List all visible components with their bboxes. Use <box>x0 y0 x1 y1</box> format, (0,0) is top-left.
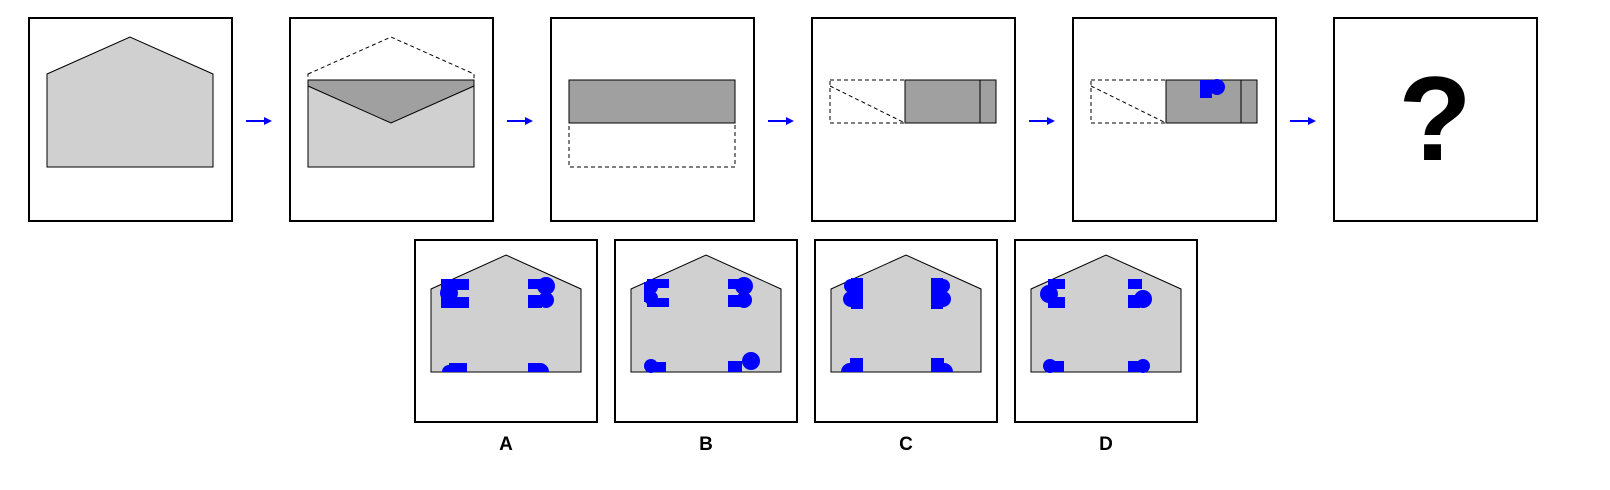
arrow-2 <box>507 117 533 125</box>
option-d-label[interactable]: D <box>1099 434 1113 455</box>
hole-top-left <box>440 279 469 308</box>
hole-top-left <box>843 278 863 309</box>
hole-top-right <box>728 277 753 308</box>
hole-top-right <box>528 277 555 308</box>
step-1-panel <box>28 17 233 222</box>
option-b[interactable] <box>614 239 798 423</box>
step-5-panel <box>1072 17 1277 222</box>
folded-strip <box>568 79 736 124</box>
arrow-5 <box>1290 117 1316 125</box>
hole-bottom-left <box>1043 359 1064 373</box>
option-c[interactable] <box>814 239 998 423</box>
arrow-3 <box>768 117 794 125</box>
arrow-1 <box>246 117 272 125</box>
original-roof-outline <box>307 36 475 81</box>
question-mark: ? <box>1398 52 1471 186</box>
original-left-outline <box>1090 79 1167 124</box>
hole-bottom-left <box>442 363 467 372</box>
hole-top-right <box>1128 279 1152 308</box>
folded-block <box>904 79 997 124</box>
option-a-label[interactable]: A <box>499 434 513 455</box>
hole-top-left <box>1040 279 1065 308</box>
arrow-4 <box>1029 117 1055 125</box>
folded-roof-flap <box>307 79 475 124</box>
hole-bottom-right <box>728 352 760 372</box>
hole-bottom-left <box>841 358 863 372</box>
folded-block <box>1165 79 1258 124</box>
hole-bottom-right <box>528 363 549 372</box>
hole-bottom-right <box>1128 359 1150 373</box>
original-left-outline <box>829 79 906 124</box>
hole-bottom-left <box>644 359 666 373</box>
hole-top-right <box>931 278 951 309</box>
step-3-panel <box>550 17 755 222</box>
unfolded-paper <box>1030 254 1182 373</box>
option-a[interactable] <box>414 239 598 423</box>
option-c-label[interactable]: C <box>899 434 913 455</box>
question-frame <box>1333 17 1538 222</box>
punched-hole <box>1200 79 1225 98</box>
question-panel: ? <box>1333 17 1538 222</box>
step-4-panel <box>811 17 1016 222</box>
hole-top-left <box>644 279 669 307</box>
house-paper <box>46 36 214 168</box>
hole-bottom-right <box>931 358 953 372</box>
option-b-label[interactable]: B <box>699 434 713 455</box>
option-d[interactable] <box>1014 239 1198 423</box>
step-2-panel <box>289 17 494 222</box>
